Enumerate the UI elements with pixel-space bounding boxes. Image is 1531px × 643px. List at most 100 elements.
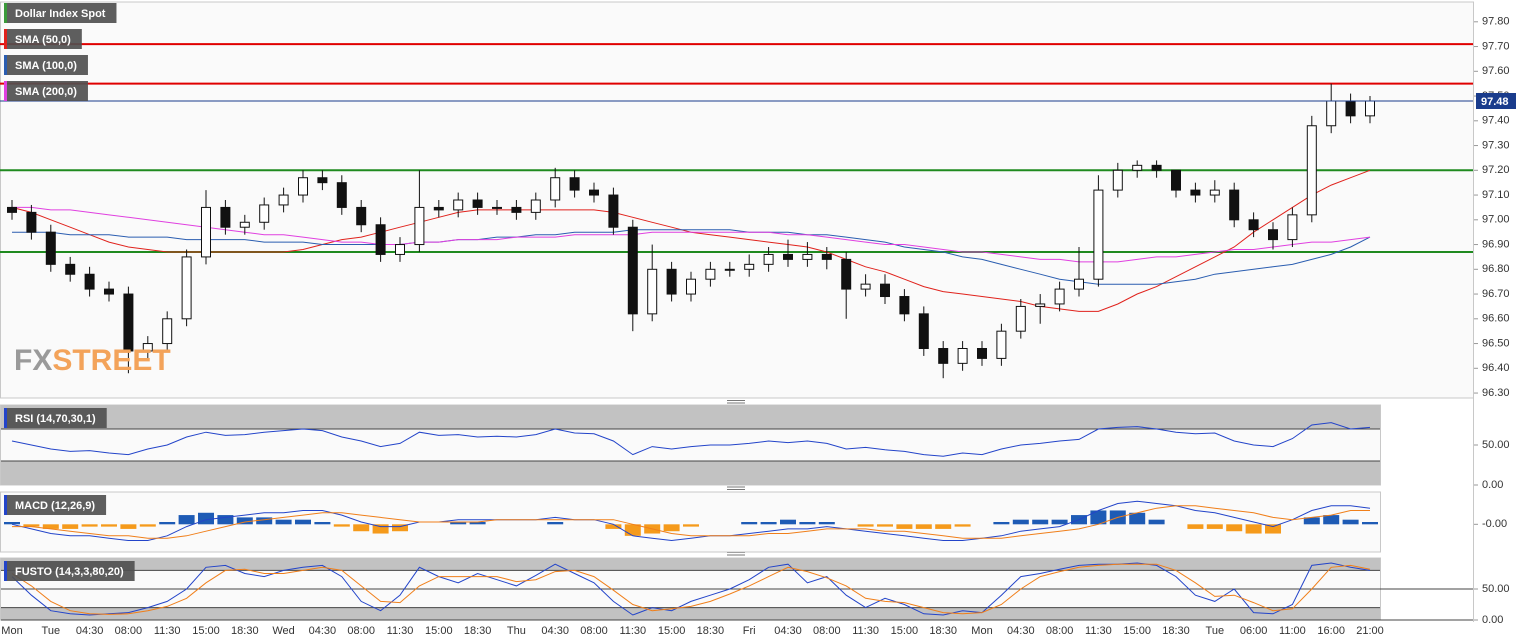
x-tick-label: 15:00 — [192, 625, 220, 637]
histogram-bar — [896, 524, 913, 529]
legend-box — [4, 29, 82, 49]
legend-swatch — [4, 29, 7, 49]
series-line — [11, 500, 1371, 542]
histogram-bar — [1265, 524, 1281, 534]
legend-swatch — [4, 55, 7, 75]
candle-body — [996, 330, 1007, 359]
histogram-bar — [1012, 519, 1029, 525]
histogram-bar — [818, 522, 835, 525]
candle-body — [1035, 303, 1046, 307]
x-tick-label: 11:30 — [619, 625, 646, 637]
legend-label: SMA (50,0) — [15, 34, 71, 46]
candle-body — [880, 283, 890, 298]
y-tick-label: 50.00 — [1482, 439, 1510, 451]
candle-body — [530, 199, 541, 213]
legend-label: SMA (200,0) — [15, 86, 77, 98]
candle-body — [569, 177, 580, 191]
candle-body — [433, 206, 444, 211]
y-tick-label: 96.80 — [1482, 263, 1510, 275]
histogram-bar — [1032, 519, 1049, 525]
candle-body — [65, 263, 76, 275]
histogram-bar — [392, 524, 408, 532]
histogram-bar — [624, 524, 641, 536]
candle-body — [511, 206, 522, 213]
candle-body — [492, 206, 502, 209]
histogram-bar — [1187, 524, 1204, 529]
candle-body — [1074, 278, 1084, 290]
candle-body — [317, 177, 328, 184]
candle-body — [763, 253, 774, 265]
x-tick-label: 11:30 — [1085, 625, 1112, 637]
candle-body — [1248, 219, 1259, 231]
x-tick-label: 15:00 — [891, 625, 919, 637]
x-tick-label: 08:00 — [1046, 625, 1074, 637]
x-tick-label: 08:00 — [813, 625, 841, 637]
x-tick-label: 15:00 — [1123, 625, 1151, 637]
candle-body — [181, 256, 192, 320]
x-tick-label: Thu — [507, 625, 526, 637]
x-tick-label: 08:00 — [115, 625, 143, 637]
candle-body — [589, 189, 599, 196]
candle-body — [84, 273, 95, 290]
candle-body — [1112, 169, 1123, 191]
candle-body — [1015, 305, 1026, 332]
x-tick-label: 21:00 — [1356, 625, 1384, 637]
x-tick-label: 11:30 — [852, 625, 879, 637]
candle-body — [608, 194, 619, 228]
candle-body — [1287, 214, 1298, 241]
candle-body — [336, 182, 347, 208]
y-tick-label: 96.50 — [1482, 337, 1510, 349]
y-tick-label: 97.00 — [1482, 214, 1510, 226]
y-tick-label: 50.00 — [1482, 583, 1510, 595]
candle-body — [26, 211, 37, 233]
y-tick-label: 0.00 — [1482, 614, 1503, 626]
histogram-bar — [1303, 517, 1320, 525]
candle-body — [142, 343, 153, 352]
y-tick-label: 97.30 — [1482, 139, 1510, 151]
x-tick-label: 04:30 — [541, 625, 569, 637]
candle-body — [356, 206, 367, 226]
histogram-bar — [1206, 524, 1223, 529]
legend-box — [4, 55, 88, 75]
candle-body — [375, 224, 386, 255]
candle-body — [1229, 189, 1240, 221]
legend-swatch — [4, 81, 7, 101]
x-tick-label: Fri — [743, 625, 756, 637]
candle-body — [627, 226, 638, 315]
x-tick-label: Wed — [272, 625, 294, 637]
band-lower — [1, 461, 1380, 485]
band-upper — [1, 558, 1380, 571]
candle-body — [802, 253, 813, 260]
x-tick-label: 11:00 — [1279, 625, 1306, 637]
candle-body — [45, 231, 56, 265]
histogram-bar — [139, 524, 156, 527]
candle-body — [647, 268, 658, 315]
x-tick-label: Mon — [971, 625, 992, 637]
histogram-bar — [178, 515, 195, 525]
histogram-bar — [993, 522, 1010, 525]
x-tick-label: 18:30 — [929, 625, 957, 637]
candle-body — [278, 194, 289, 206]
histogram-bar — [1342, 519, 1359, 525]
x-tick-label: 04:30 — [76, 625, 104, 637]
legend-label: RSI (14,70,30,1) — [15, 413, 96, 425]
watermark-part: STREET — [52, 344, 170, 377]
candle-body — [453, 199, 464, 211]
candle-body — [724, 268, 735, 271]
histogram-bar — [120, 524, 137, 529]
x-tick-label: 18:30 — [231, 625, 259, 637]
histogram-bar — [1129, 512, 1146, 525]
candle-body — [298, 177, 308, 196]
series-line — [12, 206, 1371, 263]
x-tick-label: 11:30 — [387, 625, 414, 637]
candle-body — [1326, 100, 1337, 127]
series-line — [11, 563, 1371, 615]
histogram-bar — [198, 512, 214, 525]
histogram-bar — [450, 522, 467, 525]
y-tick-label: 96.90 — [1482, 238, 1510, 250]
histogram-bar — [935, 524, 952, 529]
y-tick-label: 97.10 — [1482, 189, 1510, 201]
legend-box — [4, 408, 107, 428]
candle-body — [1054, 288, 1065, 305]
candle-body — [1306, 125, 1317, 216]
